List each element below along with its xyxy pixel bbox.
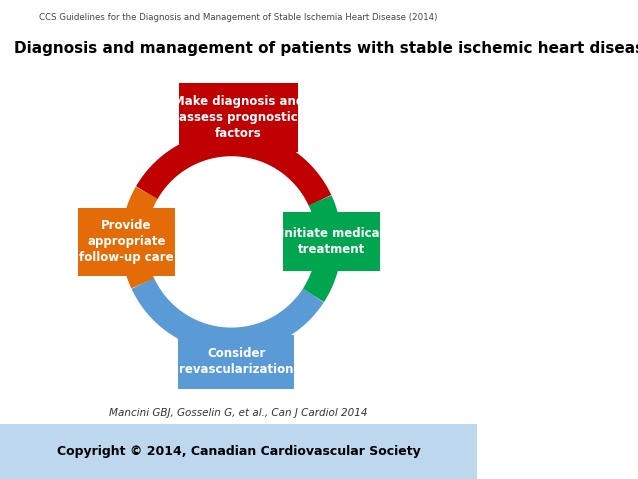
Text: Diagnosis and management of patients with stable ischemic heart disease: Diagnosis and management of patients wit… (14, 41, 638, 56)
FancyBboxPatch shape (283, 213, 380, 271)
Text: Provide
appropriate
follow-up care: Provide appropriate follow-up care (79, 219, 174, 264)
FancyBboxPatch shape (0, 424, 477, 479)
Text: Consider
revascularization: Consider revascularization (179, 347, 293, 376)
Text: CCS Guidelines for the Diagnosis and Management of Stable Ischemia Heart Disease: CCS Guidelines for the Diagnosis and Man… (40, 13, 438, 23)
Text: Mancini GBJ, Gosselin G, et al., Can J Cardiol 2014: Mancini GBJ, Gosselin G, et al., Can J C… (109, 408, 368, 418)
FancyBboxPatch shape (78, 208, 175, 276)
Text: Initiate medical
treatment: Initiate medical treatment (280, 228, 383, 256)
FancyBboxPatch shape (179, 83, 298, 152)
Text: Copyright © 2014, Canadian Cardiovascular Society: Copyright © 2014, Canadian Cardiovascula… (57, 445, 420, 458)
FancyBboxPatch shape (178, 335, 294, 389)
Text: Make diagnosis and
assess prognostic
factors: Make diagnosis and assess prognostic fac… (173, 95, 304, 140)
